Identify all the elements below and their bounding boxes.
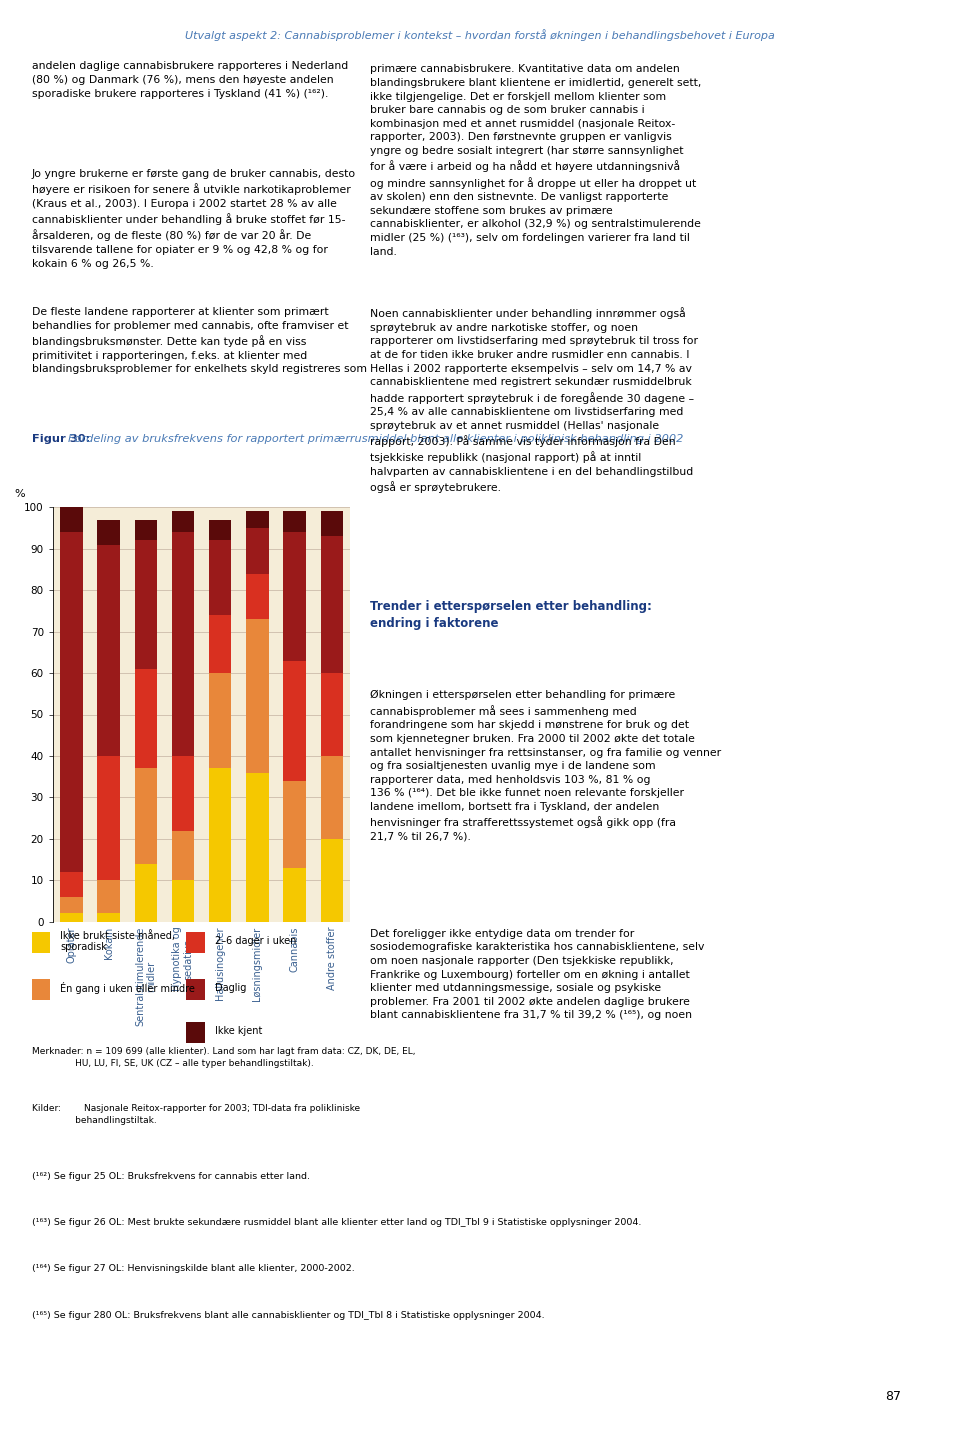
Bar bbox=[172, 512, 194, 532]
Bar bbox=[97, 756, 120, 880]
Bar bbox=[186, 932, 204, 953]
Bar bbox=[97, 544, 120, 756]
Bar bbox=[246, 529, 269, 573]
Text: Jo yngre brukerne er første gang de bruker cannabis, desto
høyere er risikoen fo: Jo yngre brukerne er første gang de bruk… bbox=[32, 169, 356, 269]
Bar bbox=[321, 756, 343, 839]
Bar bbox=[283, 512, 305, 532]
Text: primære cannabisbrukere. Kvantitative data om andelen
blandingsbrukere blant kli: primære cannabisbrukere. Kvantitative da… bbox=[370, 64, 701, 257]
Text: Merknader: n = 109 699 (alle klienter). Land som har lagt fram data: CZ, DK, DE,: Merknader: n = 109 699 (alle klienter). … bbox=[32, 1047, 415, 1069]
Text: Ikke brukt siste måned,
sporadisk: Ikke brukt siste måned, sporadisk bbox=[60, 930, 176, 953]
Text: Én gang i uken eller mindre: Én gang i uken eller mindre bbox=[60, 982, 195, 995]
Text: andelen daglige cannabisbrukere rapporteres i Nederland
(80 %) og Danmark (76 %): andelen daglige cannabisbrukere rapporte… bbox=[32, 61, 348, 99]
Bar bbox=[246, 773, 269, 922]
Bar bbox=[97, 880, 120, 913]
Text: (¹⁶⁴) Se figur 27 OL: Henvisningskilde blant alle klienter, 2000-2002.: (¹⁶⁴) Se figur 27 OL: Henvisningskilde b… bbox=[32, 1265, 354, 1273]
Bar bbox=[186, 1022, 204, 1043]
Bar bbox=[283, 532, 305, 660]
Bar bbox=[32, 979, 50, 1000]
Bar bbox=[283, 780, 305, 867]
Text: Trender i etterspørselen etter behandling:
endring i faktorene: Trender i etterspørselen etter behandlin… bbox=[370, 600, 652, 630]
Bar bbox=[321, 536, 343, 673]
Bar bbox=[186, 979, 204, 1000]
Bar bbox=[172, 756, 194, 830]
Bar bbox=[134, 520, 156, 540]
Text: Figur 30:: Figur 30: bbox=[32, 434, 94, 444]
Bar bbox=[283, 867, 305, 922]
Text: (¹⁶⁵) Se figur 280 OL: Bruksfrekvens blant alle cannabisklienter og TDI_Tbl 8 i : (¹⁶⁵) Se figur 280 OL: Bruksfrekvens bla… bbox=[32, 1310, 544, 1319]
Bar bbox=[172, 532, 194, 756]
Bar bbox=[321, 512, 343, 536]
Text: Utvalgt aspekt 2: Cannabisproblemer i kontekst – hvordan forstå økningen i behan: Utvalgt aspekt 2: Cannabisproblemer i ko… bbox=[185, 29, 775, 41]
Text: 87: 87 bbox=[885, 1390, 900, 1403]
Bar bbox=[60, 532, 83, 872]
Bar bbox=[134, 863, 156, 922]
Bar bbox=[283, 660, 305, 780]
Text: 2–6 dager i uken: 2–6 dager i uken bbox=[215, 936, 297, 946]
Text: Daglig: Daglig bbox=[215, 983, 246, 993]
Text: (¹⁶³) Se figur 26 OL: Mest brukte sekundære rusmiddel blant alle klienter etter : (¹⁶³) Se figur 26 OL: Mest brukte sekund… bbox=[32, 1218, 641, 1228]
Bar bbox=[134, 769, 156, 863]
Text: Fordeling av bruksfrekvens for rapportert primærrusmiddel blant alle klienter i : Fordeling av bruksfrekvens for rapporter… bbox=[68, 434, 684, 444]
Bar bbox=[134, 669, 156, 769]
Bar bbox=[321, 839, 343, 922]
Bar bbox=[60, 507, 83, 532]
Bar bbox=[209, 769, 231, 922]
Bar bbox=[172, 830, 194, 880]
Bar bbox=[321, 673, 343, 756]
Text: Ikke kjent: Ikke kjent bbox=[215, 1026, 262, 1036]
Text: De fleste landene rapporterer at klienter som primært
behandlies for problemer m: De fleste landene rapporterer at kliente… bbox=[32, 307, 367, 374]
Text: %: % bbox=[14, 489, 25, 499]
Text: Det foreligger ikke entydige data om trender for
sosiodemografiske karakteristik: Det foreligger ikke entydige data om tre… bbox=[370, 929, 704, 1020]
Text: Noen cannabisklienter under behandling innrømmer også
sprøytebruk av andre narko: Noen cannabisklienter under behandling i… bbox=[370, 307, 698, 493]
Bar bbox=[209, 614, 231, 673]
Bar bbox=[60, 897, 83, 913]
Bar bbox=[134, 540, 156, 669]
Bar bbox=[97, 913, 120, 922]
Bar bbox=[97, 520, 120, 544]
Bar bbox=[209, 673, 231, 769]
Text: Kilder:        Nasjonale Reitox-rapporter for 2003; TDI-data fra polikliniske
  : Kilder: Nasjonale Reitox-rapporter for 2… bbox=[32, 1105, 360, 1125]
Bar bbox=[209, 540, 231, 614]
Bar bbox=[246, 512, 269, 529]
Bar bbox=[32, 932, 50, 953]
Bar bbox=[209, 520, 231, 540]
Text: Økningen i etterspørselen etter behandling for primære
cannabisproblemer må sees: Økningen i etterspørselen etter behandli… bbox=[370, 690, 721, 842]
Bar bbox=[246, 619, 269, 773]
Bar bbox=[60, 872, 83, 897]
Text: (¹⁶²) Se figur 25 OL: Bruksfrekvens for cannabis etter land.: (¹⁶²) Se figur 25 OL: Bruksfrekvens for … bbox=[32, 1172, 310, 1180]
Bar bbox=[246, 573, 269, 619]
Bar bbox=[60, 913, 83, 922]
Bar bbox=[172, 880, 194, 922]
